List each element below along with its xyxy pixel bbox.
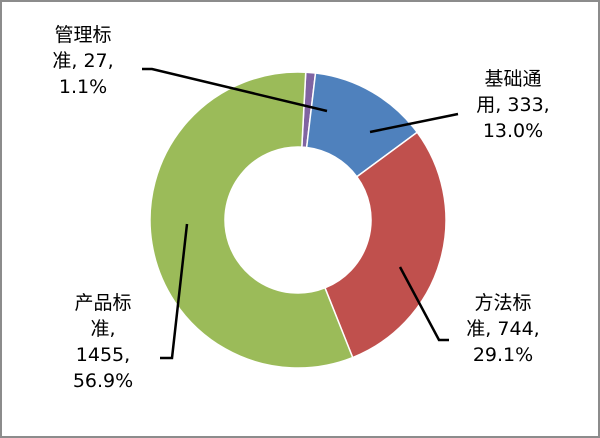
- label-separator: ,: [533, 318, 540, 340]
- label-separator: ,: [543, 94, 550, 116]
- label-separator: ,: [485, 318, 498, 340]
- label-category: 方法标准: [466, 292, 532, 340]
- label-value: 27: [83, 50, 108, 72]
- label-separator: ,: [107, 50, 114, 72]
- label-category: 基础通用: [476, 68, 542, 116]
- label-percent: 13.0%: [482, 120, 544, 142]
- label-separator: ,: [71, 50, 84, 72]
- data-label: 方法标准, 744, 29.1%: [464, 290, 542, 368]
- label-percent: 56.9%: [72, 370, 134, 392]
- data-label: 管理标准, 27, 1.1%: [44, 22, 122, 100]
- label-separator: ,: [495, 94, 508, 116]
- label-category: 产品标准: [74, 292, 132, 340]
- label-value: 744: [497, 318, 534, 340]
- label-value: 1455: [75, 344, 125, 366]
- leader-line: [160, 223, 189, 360]
- label-category: 管理标准: [52, 24, 112, 72]
- label-separator: ,: [109, 318, 116, 340]
- label-value: 333: [507, 94, 544, 116]
- donut-slice: [324, 131, 447, 359]
- slices: [149, 71, 447, 369]
- label-percent: 29.1%: [472, 344, 534, 366]
- label-separator: ,: [124, 344, 131, 366]
- leader-line: [398, 266, 449, 342]
- data-label: 基础通用, 333, 13.0%: [474, 66, 552, 144]
- leader-lines: [142, 67, 459, 360]
- label-percent: 1.1%: [58, 76, 108, 98]
- donut-slice: [149, 71, 354, 369]
- leader-line: [369, 112, 459, 134]
- data-label: 产品标准, 1455, 56.9%: [64, 290, 142, 394]
- leader-line: [142, 67, 328, 113]
